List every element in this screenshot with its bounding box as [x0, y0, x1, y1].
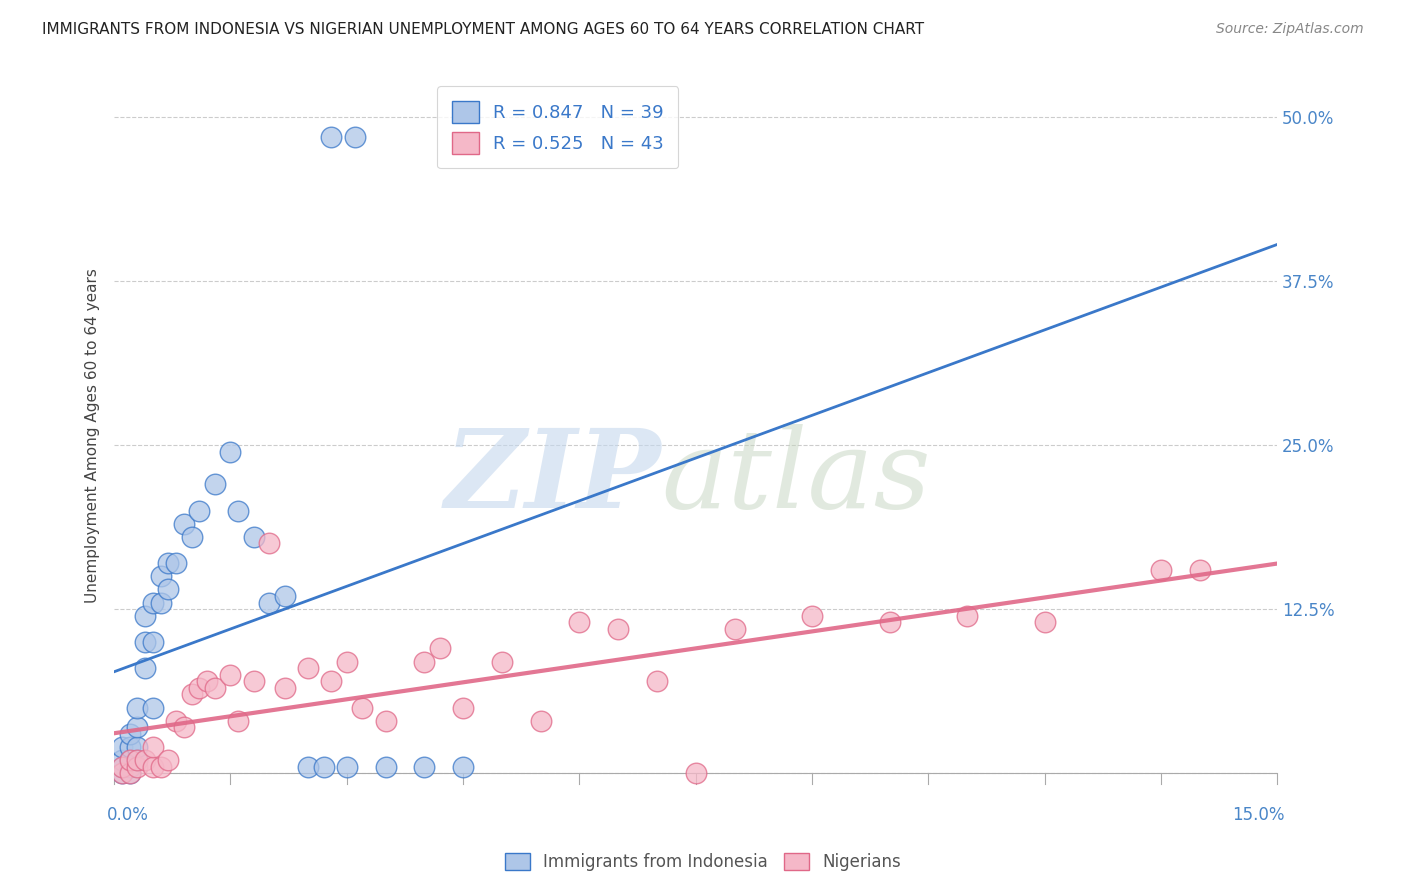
Text: atlas: atlas — [661, 425, 931, 532]
Point — [1188, 563, 1211, 577]
Point — [142, 759, 165, 773]
Text: ZIP: ZIP — [444, 425, 661, 532]
Point — [111, 766, 134, 780]
Point — [157, 582, 180, 597]
Text: IMMIGRANTS FROM INDONESIA VS NIGERIAN UNEMPLOYMENT AMONG AGES 60 TO 64 YEARS COR: IMMIGRANTS FROM INDONESIA VS NIGERIAN UN… — [42, 22, 924, 37]
Point — [111, 766, 134, 780]
Point — [374, 759, 396, 773]
Point — [127, 759, 149, 773]
Point — [142, 595, 165, 609]
Point — [118, 739, 141, 754]
Point — [165, 714, 187, 728]
Point — [259, 536, 281, 550]
Point — [165, 556, 187, 570]
Text: Source: ZipAtlas.com: Source: ZipAtlas.com — [1216, 22, 1364, 37]
Point — [157, 753, 180, 767]
Point — [134, 608, 156, 623]
Point — [173, 516, 195, 531]
Point — [157, 556, 180, 570]
Legend: R = 0.847   N = 39, R = 0.525   N = 43: R = 0.847 N = 39, R = 0.525 N = 43 — [437, 87, 679, 169]
Point — [127, 720, 149, 734]
Point — [685, 766, 707, 780]
Point — [111, 759, 134, 773]
Point — [956, 608, 979, 623]
Point — [352, 700, 374, 714]
Point — [188, 681, 211, 695]
Point — [413, 759, 436, 773]
Point — [413, 655, 436, 669]
Point — [530, 714, 553, 728]
Point — [429, 641, 451, 656]
Point — [242, 674, 264, 689]
Point — [142, 739, 165, 754]
Point — [1150, 563, 1173, 577]
Point — [127, 739, 149, 754]
Y-axis label: Unemployment Among Ages 60 to 64 years: Unemployment Among Ages 60 to 64 years — [86, 268, 100, 603]
Point — [111, 759, 134, 773]
Point — [297, 661, 319, 675]
Point — [491, 655, 513, 669]
Point — [226, 714, 249, 728]
Point — [645, 674, 668, 689]
Point — [607, 622, 630, 636]
Point — [127, 753, 149, 767]
Point — [127, 700, 149, 714]
Point — [111, 739, 134, 754]
Point — [451, 759, 474, 773]
Point — [219, 667, 242, 681]
Point — [801, 608, 824, 623]
Point — [173, 720, 195, 734]
Point — [321, 129, 343, 144]
Text: 0.0%: 0.0% — [107, 806, 148, 824]
Point — [259, 595, 281, 609]
Point — [274, 681, 297, 695]
Point — [134, 661, 156, 675]
Legend: Immigrants from Indonesia, Nigerians: Immigrants from Indonesia, Nigerians — [496, 845, 910, 880]
Point — [242, 530, 264, 544]
Point — [1033, 615, 1056, 630]
Point — [343, 129, 366, 144]
Point — [188, 503, 211, 517]
Point — [723, 622, 745, 636]
Point — [118, 766, 141, 780]
Point — [134, 635, 156, 649]
Point — [180, 688, 202, 702]
Point — [134, 753, 156, 767]
Point — [336, 655, 359, 669]
Point — [111, 753, 134, 767]
Point — [149, 595, 172, 609]
Point — [451, 700, 474, 714]
Point — [118, 766, 141, 780]
Point — [142, 700, 165, 714]
Point — [118, 753, 141, 767]
Point — [219, 444, 242, 458]
Point — [312, 759, 335, 773]
Point — [336, 759, 359, 773]
Point — [568, 615, 591, 630]
Text: 15.0%: 15.0% — [1233, 806, 1285, 824]
Point — [195, 674, 218, 689]
Point — [274, 589, 297, 603]
Point — [204, 681, 226, 695]
Point — [118, 759, 141, 773]
Point — [118, 753, 141, 767]
Point — [180, 530, 202, 544]
Point — [127, 753, 149, 767]
Point — [879, 615, 901, 630]
Point — [149, 759, 172, 773]
Point — [204, 477, 226, 491]
Point — [321, 674, 343, 689]
Point — [142, 635, 165, 649]
Point — [149, 569, 172, 583]
Point — [226, 503, 249, 517]
Point — [297, 759, 319, 773]
Point — [118, 727, 141, 741]
Point — [374, 714, 396, 728]
